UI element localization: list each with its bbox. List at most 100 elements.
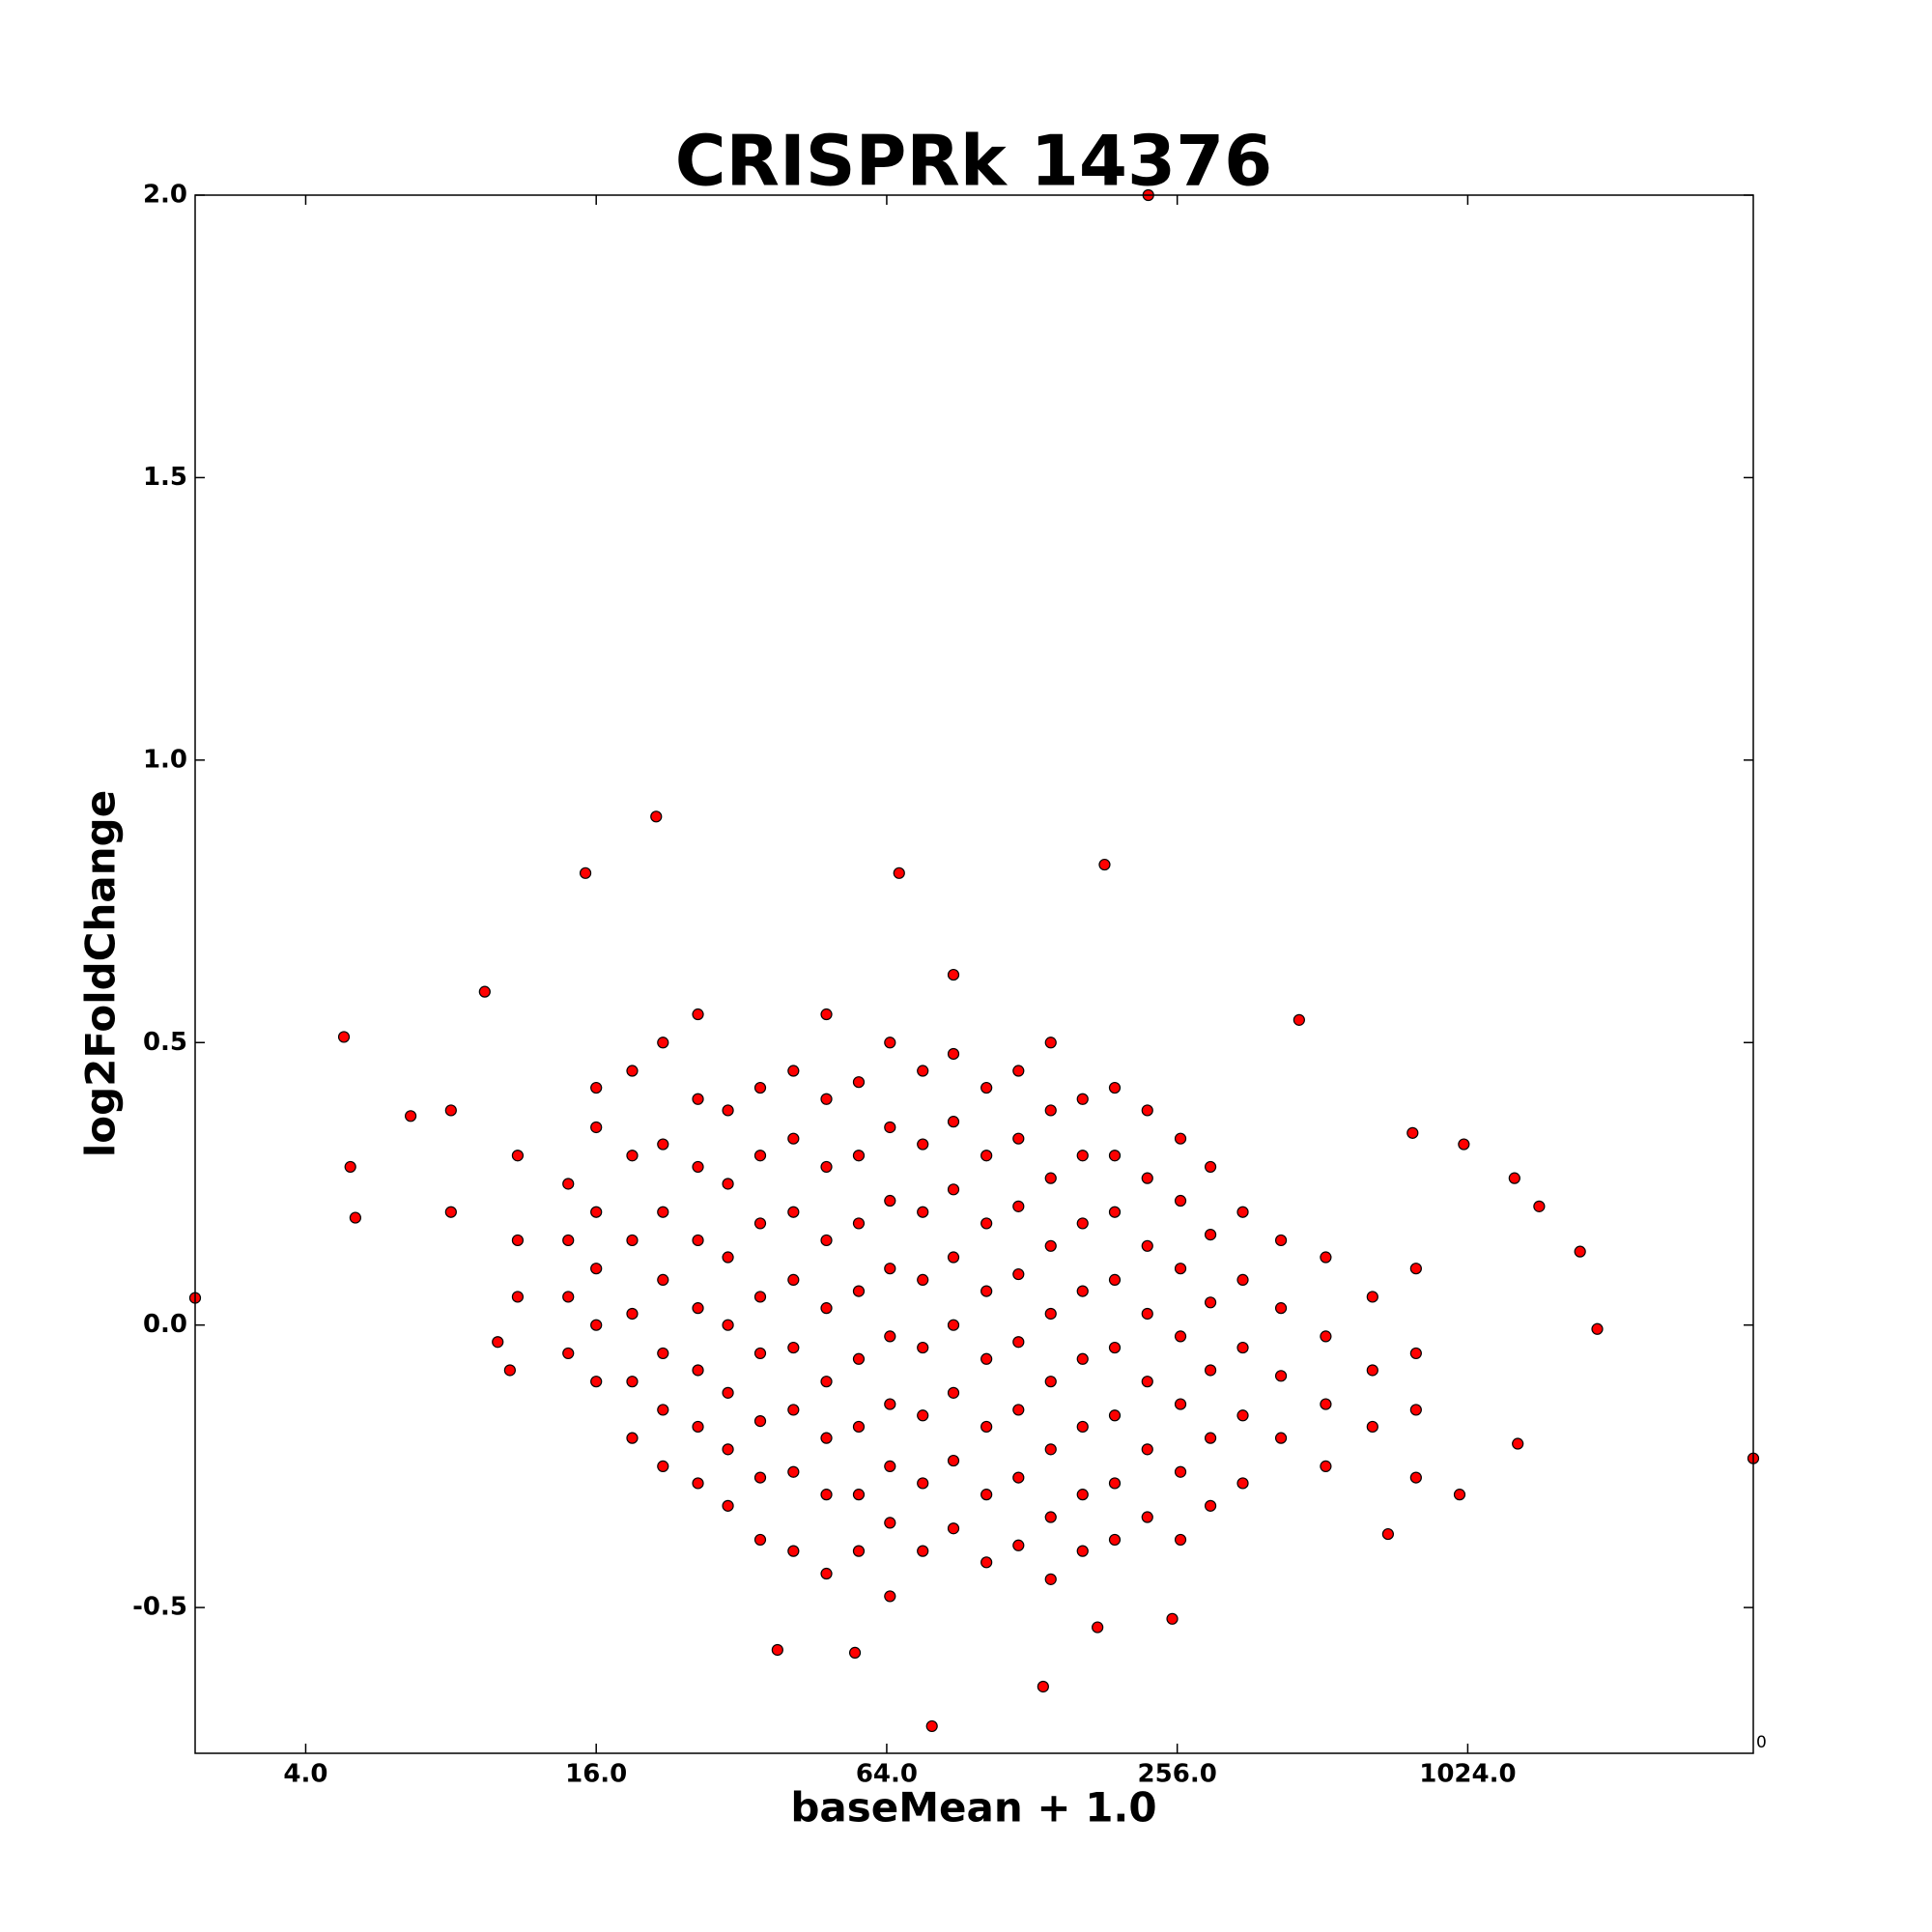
point [1141, 1172, 1153, 1184]
y-tick-label: 0.5 [143, 1028, 187, 1057]
plot-frame [194, 194, 1754, 1754]
point [511, 1234, 525, 1247]
point [820, 1302, 833, 1315]
point [980, 1420, 993, 1434]
point [692, 1420, 704, 1434]
point [337, 1031, 351, 1043]
point [1574, 1245, 1586, 1258]
point [1012, 1267, 1025, 1281]
point [404, 1110, 417, 1122]
point [980, 1081, 993, 1094]
point [980, 1285, 993, 1297]
point [692, 1160, 704, 1174]
point [1076, 1150, 1089, 1162]
point [657, 1460, 669, 1472]
point [444, 1104, 457, 1117]
point [947, 1183, 960, 1196]
point [753, 1150, 767, 1162]
point [590, 1263, 603, 1275]
point [1274, 1370, 1288, 1382]
point [1366, 1291, 1378, 1303]
point [787, 1273, 800, 1287]
point [722, 1319, 734, 1331]
point [1012, 1404, 1025, 1416]
point [590, 1081, 603, 1094]
point [820, 1432, 833, 1444]
point [753, 1217, 767, 1230]
point [753, 1415, 767, 1428]
point [1012, 1065, 1025, 1077]
point [1044, 1239, 1057, 1252]
point [692, 1008, 704, 1021]
point [1076, 1545, 1089, 1557]
point [692, 1364, 704, 1377]
point [626, 1307, 639, 1321]
point [1076, 1420, 1089, 1434]
point [1108, 1477, 1122, 1490]
point [1204, 1432, 1217, 1444]
point [884, 1460, 896, 1472]
point [1236, 1206, 1249, 1218]
point [787, 1132, 800, 1145]
point [657, 1273, 669, 1287]
point [722, 1443, 734, 1456]
y-tick-label: 0.0 [143, 1310, 187, 1339]
point [980, 1489, 993, 1501]
point [1108, 1409, 1122, 1422]
point [884, 1590, 896, 1603]
point [820, 1234, 833, 1247]
point [579, 867, 592, 879]
point [852, 1150, 866, 1162]
point [1320, 1398, 1332, 1410]
y-tick-label: 1.0 [143, 745, 187, 774]
point [1108, 1533, 1122, 1547]
point [1076, 1217, 1089, 1230]
point [722, 1178, 734, 1190]
point [1236, 1341, 1249, 1354]
point [1044, 1307, 1057, 1321]
point [884, 1330, 896, 1343]
point [1012, 1200, 1025, 1212]
point [511, 1291, 525, 1303]
point [884, 1037, 896, 1049]
point [1409, 1471, 1422, 1484]
y-tick-label: -0.5 [132, 1593, 187, 1622]
point [1012, 1336, 1025, 1349]
point [692, 1234, 704, 1247]
point [1174, 1533, 1187, 1547]
point [852, 1217, 866, 1230]
point [1274, 1234, 1288, 1247]
point [852, 1285, 866, 1297]
point [980, 1556, 993, 1569]
x-tick-label: 4.0 [283, 1760, 327, 1789]
point [590, 1376, 603, 1388]
point [820, 1376, 833, 1388]
point [947, 1116, 960, 1128]
point [1012, 1132, 1025, 1145]
point [1204, 1229, 1217, 1241]
point [626, 1234, 639, 1247]
point [1381, 1527, 1394, 1541]
point [692, 1302, 704, 1315]
point [1092, 1621, 1104, 1634]
point [771, 1643, 783, 1657]
point [787, 1545, 800, 1557]
point [626, 1150, 639, 1162]
point [1044, 1573, 1057, 1585]
point [753, 1347, 767, 1360]
point [1076, 1489, 1089, 1501]
x-tick-label: 64.0 [856, 1760, 918, 1789]
point [344, 1160, 356, 1174]
point [503, 1364, 516, 1377]
point [1108, 1341, 1122, 1354]
point [692, 1477, 704, 1490]
point [753, 1533, 767, 1547]
point [657, 1037, 669, 1049]
point [1076, 1285, 1089, 1297]
point [590, 1319, 603, 1331]
point [562, 1178, 575, 1190]
point [1236, 1409, 1249, 1422]
point [626, 1065, 639, 1077]
point [852, 1489, 866, 1501]
point [1366, 1364, 1378, 1377]
